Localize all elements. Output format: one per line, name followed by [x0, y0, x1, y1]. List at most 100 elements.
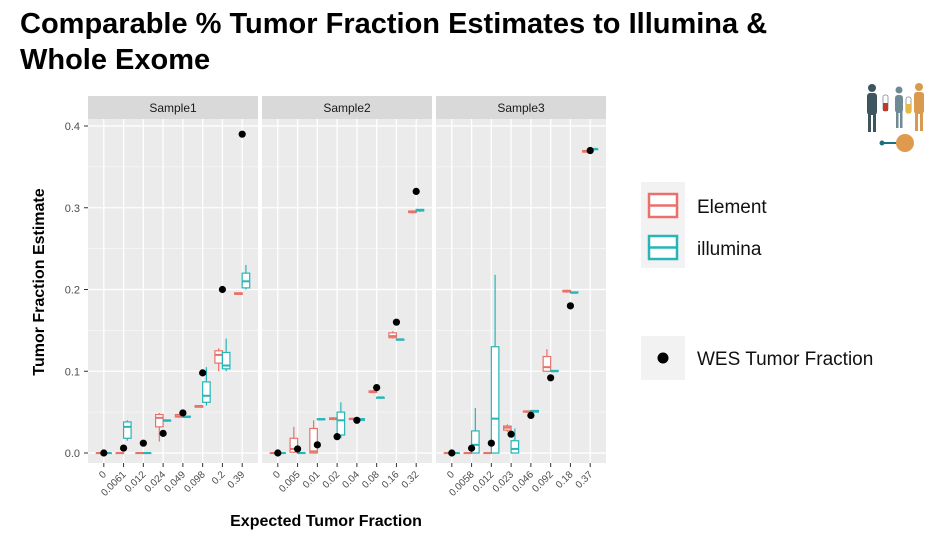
wes-point	[487, 439, 495, 447]
illumina-box	[296, 452, 306, 455]
panel-background	[436, 119, 606, 463]
legend-key-wes	[657, 352, 669, 364]
wes-point	[467, 444, 476, 452]
y-axis-label: Tumor Fraction Estimate	[31, 188, 48, 375]
element-box	[135, 452, 144, 455]
x-tick-label: 0.39	[226, 469, 248, 491]
y-axis: 0.0 0.1 0.2 0.3 0.4	[65, 121, 88, 460]
slide-title: Comparable % Tumor Fraction Estimates to…	[20, 6, 940, 78]
illumina-box	[490, 274, 500, 454]
element-box	[115, 452, 125, 455]
illumina-box	[122, 420, 132, 441]
legend-label-wes: WES Tumor Fraction	[697, 349, 873, 370]
x-tick-label: 0.32	[400, 469, 422, 491]
illumina-box	[241, 264, 251, 290]
wes-point	[313, 441, 321, 449]
wes-point	[199, 369, 207, 377]
illumina-box	[221, 338, 231, 372]
element-box-box	[309, 427, 318, 454]
panel-strip	[88, 96, 258, 119]
wes-point	[353, 416, 361, 424]
wes-point	[373, 384, 381, 392]
x-tick-label: 0	[97, 469, 109, 481]
x-tick-label: 0.02	[321, 469, 343, 491]
element-box	[483, 452, 492, 455]
x-tick-label: 0.37	[574, 469, 596, 491]
wes-point	[179, 409, 187, 417]
wes-point	[507, 430, 515, 438]
x-tick-label: 0	[271, 469, 283, 481]
panel-strip-label: Sample2	[323, 101, 371, 115]
wes-point	[139, 439, 147, 447]
legend: Element illumina WES Tumor Fraction	[641, 182, 873, 380]
x-tick-label: 0.01	[301, 469, 323, 491]
y-tick-label: 0.2	[65, 285, 80, 297]
element-box	[234, 292, 243, 296]
panel-strip-label: Sample3	[497, 101, 545, 115]
wes-point	[274, 449, 282, 457]
element-box-box	[155, 413, 164, 428]
element-box	[503, 424, 512, 432]
illumina-box	[395, 338, 405, 341]
x-tick-label: 0.049	[163, 469, 189, 495]
illumina-box	[510, 428, 520, 454]
element-box	[309, 420, 318, 454]
wes-point	[159, 429, 167, 437]
x-tick-label: 0.005	[277, 469, 303, 495]
illumina-box-box	[122, 421, 132, 439]
illumina-box-box	[490, 346, 500, 454]
element-box	[329, 417, 338, 421]
illumina-box	[336, 402, 346, 439]
wes-point	[412, 187, 420, 195]
x-tick-label: 0.18	[554, 469, 576, 491]
illumina-box-box	[336, 411, 346, 436]
illumina-box	[182, 415, 191, 419]
wes-point	[547, 374, 555, 382]
illumina-box	[415, 208, 425, 212]
people-logo-icon	[867, 83, 924, 152]
element-box	[155, 412, 164, 442]
x-tick-label: 0.012	[471, 469, 497, 495]
wes-point	[448, 449, 456, 457]
wes-point	[392, 318, 401, 326]
x-axis-label: Expected Tumor Fraction	[230, 513, 422, 530]
illumina-box-box	[470, 430, 480, 454]
x-tick-label: 0.092	[530, 469, 556, 495]
x-tick-label: 0.024	[143, 469, 169, 495]
x-tick-label: 0.012	[123, 469, 149, 495]
element-box	[408, 210, 417, 214]
illumina-box	[470, 408, 480, 454]
legend-label-element: Element	[697, 197, 767, 218]
element-box	[562, 289, 572, 293]
y-tick-label: 0.0	[65, 448, 80, 460]
x-tick-label: 0.046	[511, 469, 537, 495]
illumina-box	[202, 367, 211, 406]
wes-point	[119, 444, 128, 452]
element-box-box	[289, 437, 299, 453]
x-tick-label: 0.04	[340, 469, 362, 491]
illumina-box-box	[202, 381, 211, 403]
element-box-box	[214, 350, 224, 364]
wes-point	[527, 411, 535, 419]
panel-strip	[262, 96, 432, 119]
panel-background	[88, 119, 258, 463]
x-tick-label: 0.098	[182, 469, 208, 495]
illumina-box	[376, 396, 385, 399]
panel-sample3: Sample300.00580.0120.0230.0460.0920.180.…	[436, 96, 606, 499]
illumina-box-box	[221, 351, 231, 370]
wes-point	[238, 130, 246, 138]
x-tick-label: 0.08	[360, 469, 382, 491]
element-box	[463, 452, 473, 455]
slide-title-line2: Whole Exome	[20, 44, 211, 76]
y-tick-label: 0.4	[65, 121, 80, 133]
wes-point	[333, 433, 341, 441]
illumina-box	[316, 418, 326, 421]
illumina-box-box	[510, 440, 520, 454]
illumina-box	[569, 291, 579, 294]
y-tick-label: 0.3	[65, 203, 80, 215]
illumina-box	[162, 419, 172, 422]
panel-background	[262, 119, 432, 463]
